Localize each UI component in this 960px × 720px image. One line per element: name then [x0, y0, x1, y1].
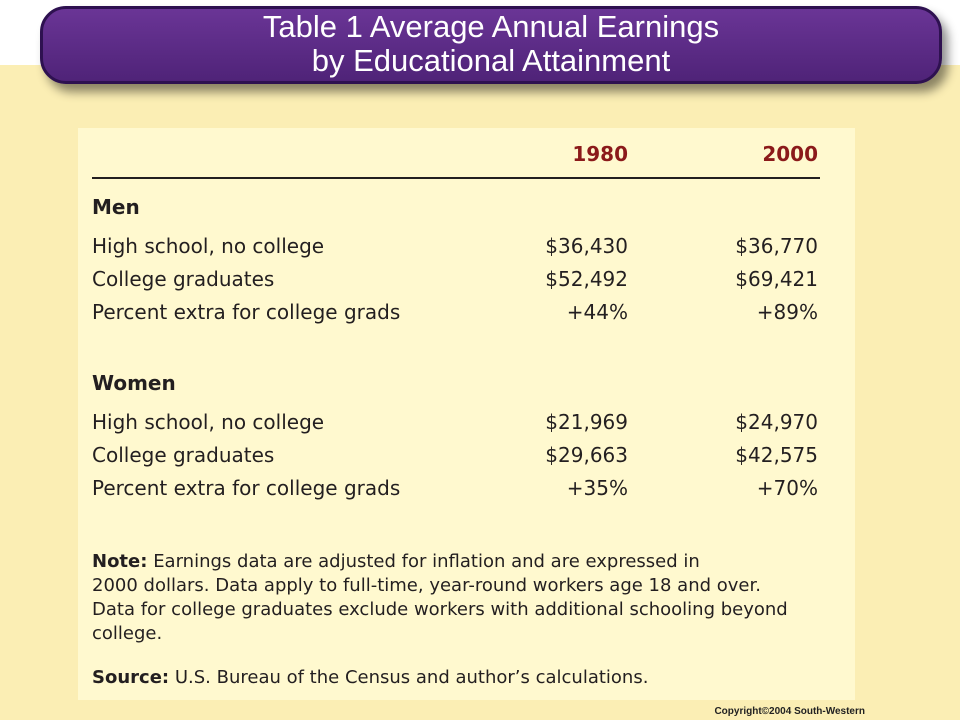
note-text: Earnings data are adjusted for inflation…: [153, 551, 700, 572]
column-header: 2000: [762, 142, 818, 166]
source-text: U.S. Bureau of the Census and author’s c…: [174, 667, 649, 688]
row-label: College graduates: [92, 443, 275, 467]
note-line: 2000 dollars. Data apply to full-time, y…: [92, 575, 761, 596]
cell: $21,969: [545, 410, 628, 434]
note-line: Data for college graduates exclude worke…: [92, 599, 788, 620]
title: Table 1 Average Annual Earnings: [262, 9, 720, 44]
copyright: Copyright©2004 South-Western: [714, 706, 865, 717]
cell: $24,970: [735, 410, 818, 434]
cell: $36,430: [545, 234, 628, 258]
row-label: High school, no college: [92, 234, 325, 258]
row-label: College graduates: [92, 267, 275, 291]
title: by Educational Attainment: [311, 43, 671, 78]
section-label: Women: [92, 371, 176, 395]
row-label: Percent extra for college grads: [92, 476, 401, 500]
section-label: Men: [92, 195, 140, 219]
cell: $69,421: [735, 267, 818, 291]
column-header: 1980: [572, 142, 628, 166]
note-label: Note:: [92, 551, 148, 572]
row-label: Percent extra for college grads: [92, 300, 401, 324]
cell: +44%: [566, 300, 628, 324]
note-line: Note: Earnings data are adjusted for inf…: [92, 550, 700, 574]
cell: +35%: [566, 476, 628, 500]
title-banner: [40, 6, 942, 84]
note-line: college.: [92, 623, 163, 644]
cell: $52,492: [545, 267, 628, 291]
cell: +70%: [756, 476, 818, 500]
cell: $42,575: [735, 443, 818, 467]
cell: $36,770: [735, 234, 818, 258]
row-label: High school, no college: [92, 410, 325, 434]
source-label: Source:: [92, 667, 170, 688]
table-panel: 1980 2000 Men High school, no college $36,…: [78, 128, 855, 700]
header-rule: [92, 177, 820, 179]
source-line: Source: U.S. Bureau of the Census and au…: [92, 666, 648, 690]
cell: $29,663: [545, 443, 628, 467]
cell: +89%: [756, 300, 818, 324]
